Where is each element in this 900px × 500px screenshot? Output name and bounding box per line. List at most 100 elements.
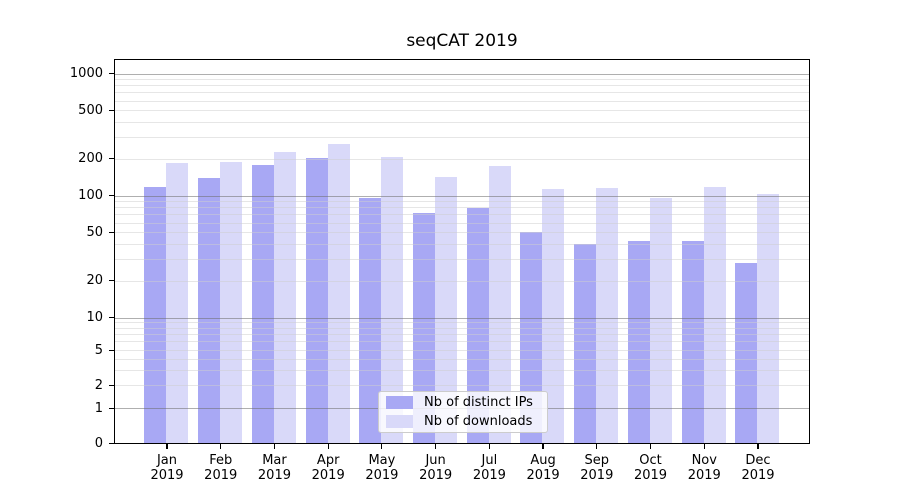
grid-line-minor xyxy=(115,327,809,329)
grid-line-minor xyxy=(115,222,809,224)
bar-downloads-dec xyxy=(757,194,780,444)
grid-line-minor xyxy=(115,385,809,386)
x-axis-tick-label-jun: Jun 2019 xyxy=(406,453,466,483)
year-label: 2019 xyxy=(257,468,291,483)
x-axis-tick xyxy=(649,444,652,449)
month-label: Jul xyxy=(481,453,498,468)
grid-line-minor xyxy=(115,369,809,371)
grid-line-minor xyxy=(115,201,809,203)
y-axis-tick xyxy=(109,317,114,319)
x-axis-tick-label-feb: Feb 2019 xyxy=(191,453,251,483)
y-axis-tick xyxy=(109,349,114,351)
grid-line-major xyxy=(115,195,809,197)
bar-downloads-jan xyxy=(166,163,189,444)
y-axis-tick-label: 200 xyxy=(78,151,103,167)
y-axis-tick xyxy=(109,442,114,444)
x-axis-tick xyxy=(703,444,705,449)
x-axis-tick xyxy=(488,444,490,449)
grid-line-minor xyxy=(115,214,809,216)
grid-line-minor xyxy=(115,358,809,360)
y-axis-tick-label: 500 xyxy=(78,102,103,118)
y-axis-tick xyxy=(109,109,114,111)
bar-distinct-ips-apr xyxy=(305,158,328,444)
y-axis-tick-label: 20 xyxy=(86,273,103,289)
y-axis-tick xyxy=(109,73,114,75)
month-label: Dec xyxy=(745,453,771,468)
y-axis-tick xyxy=(109,158,114,160)
year-label: 2019 xyxy=(472,468,506,483)
legend: Nb of distinct IPs Nb of downloads xyxy=(378,391,548,433)
grid-line-minor xyxy=(115,207,809,209)
y-axis-tick xyxy=(109,231,114,233)
y-axis-tick-label: 100 xyxy=(78,188,103,203)
x-axis-tick-label-jul: Jul 2019 xyxy=(459,453,519,483)
grid-line-minor xyxy=(115,232,809,234)
year-label: 2019 xyxy=(687,468,721,483)
y-axis-tick-label: 5 xyxy=(94,342,103,358)
grid-line-minor xyxy=(115,137,809,139)
bar-downloads-aug xyxy=(542,188,565,444)
grid-line-minor xyxy=(115,322,809,324)
y-axis-tick-label: 10 xyxy=(86,310,103,325)
year-label: 2019 xyxy=(150,468,184,483)
x-axis-tick xyxy=(273,444,276,449)
y-axis-tick-label: 0 xyxy=(94,435,103,451)
legend-item-downloads: Nb of downloads xyxy=(379,412,547,431)
x-axis-tick xyxy=(166,444,168,449)
grid-line-minor xyxy=(115,85,809,87)
year-label: 2019 xyxy=(526,468,560,483)
bar-downloads-feb xyxy=(220,161,243,444)
x-axis-tick-label-may: May 2019 xyxy=(352,453,412,483)
x-axis-tick-label-jan: Jan 2019 xyxy=(137,453,197,483)
bar-distinct-ips-aug xyxy=(520,232,543,444)
grid-line-minor xyxy=(115,110,809,112)
x-axis-tick-label-apr: Apr 2019 xyxy=(298,453,358,483)
month-label: May xyxy=(368,453,396,468)
y-axis-tick-label: 2 xyxy=(94,377,103,393)
y-axis-tick-label: 50 xyxy=(86,224,103,240)
plot-area-border xyxy=(114,59,810,444)
bar-downloads-oct xyxy=(649,197,672,444)
x-axis-tick xyxy=(757,444,759,449)
x-axis-tick-label-oct: Oct 2019 xyxy=(621,453,681,483)
bar-distinct-ips-dec xyxy=(735,262,758,444)
year-label: 2019 xyxy=(204,468,238,483)
legend-label-distinct-ips: Nb of distinct IPs xyxy=(424,395,533,410)
month-label: Oct xyxy=(639,453,662,468)
month-label: Jan xyxy=(156,453,178,468)
bar-downloads-may xyxy=(381,157,404,444)
grid-line-minor xyxy=(115,100,809,102)
grid-line-minor xyxy=(115,79,809,81)
bar-downloads-apr xyxy=(327,144,350,444)
year-label: 2019 xyxy=(741,468,775,483)
y-axis-tick xyxy=(109,384,114,386)
chart-title: seqCAT 2019 xyxy=(406,31,518,51)
grid-line-minor xyxy=(115,280,809,282)
bar-downloads-mar xyxy=(273,151,296,444)
grid-line-minor xyxy=(115,158,809,160)
grid-line-major xyxy=(115,317,809,319)
x-axis-tick xyxy=(435,444,437,449)
grid-line-minor xyxy=(115,259,809,261)
year-label: 2019 xyxy=(311,468,345,483)
bar-distinct-ips-may xyxy=(359,197,382,444)
bar-distinct-ips-jul xyxy=(466,207,489,444)
month-label: Nov xyxy=(691,453,717,468)
month-label: Apr xyxy=(316,453,340,468)
x-axis-tick-label-nov: Nov 2019 xyxy=(674,453,734,483)
year-label: 2019 xyxy=(633,468,668,483)
x-axis-tick-label-mar: Mar 2019 xyxy=(244,453,304,483)
month-label: Feb xyxy=(209,453,233,468)
x-axis-tick xyxy=(220,444,222,449)
grid-line-major xyxy=(115,73,809,75)
year-label: 2019 xyxy=(580,468,614,483)
bar-downloads-sep xyxy=(596,187,619,444)
legend-swatch-distinct-ips xyxy=(386,396,413,409)
x-axis-tick-label-sep: Sep 2019 xyxy=(567,453,627,483)
month-label: Aug xyxy=(530,453,556,468)
y-axis-tick-label: 1000 xyxy=(69,66,103,81)
x-axis-tick xyxy=(542,444,544,449)
grid-line-minor xyxy=(115,244,809,246)
